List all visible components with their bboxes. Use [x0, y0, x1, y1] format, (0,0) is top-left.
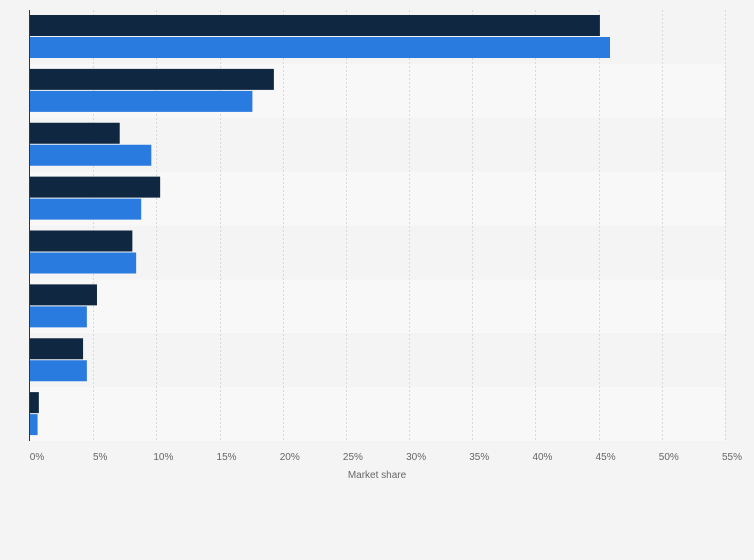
x-axis-title: Market share: [348, 470, 407, 481]
bar: [30, 37, 611, 58]
bar: [30, 230, 133, 252]
category-band: [30, 225, 725, 280]
x-tick-label: 50%: [659, 452, 679, 463]
bar: [30, 176, 161, 198]
x-tick-label: 55%: [722, 452, 742, 463]
x-tick-label: 40%: [532, 452, 552, 463]
bar: [30, 90, 253, 112]
category-band: [30, 279, 725, 334]
bar: [30, 252, 137, 274]
bar: [30, 15, 600, 36]
bar: [30, 68, 274, 90]
bar: [30, 198, 142, 220]
bar: [30, 284, 97, 306]
x-tick-label: 10%: [153, 452, 173, 463]
x-tick-label: 0%: [30, 452, 45, 463]
x-tick-label: 25%: [343, 452, 363, 463]
x-tick-labels: 0% 5% 10% 15% 20% 25% 30% 35% 40% 45% 50% 55%: [30, 452, 742, 463]
bar: [30, 122, 120, 144]
category-band: [30, 387, 725, 441]
bar: [30, 306, 87, 328]
bar: [30, 414, 38, 436]
bar: [30, 360, 87, 382]
bar: [30, 144, 152, 166]
bars: [30, 15, 611, 436]
x-tick-label: 20%: [280, 452, 300, 463]
bar: [30, 338, 84, 360]
category-band: [30, 333, 725, 388]
x-tick-label: 45%: [596, 452, 616, 463]
x-tick-label: 5%: [93, 452, 108, 463]
bar: [30, 392, 39, 414]
x-tick-label: 15%: [217, 452, 237, 463]
x-tick-label: 30%: [406, 452, 426, 463]
x-tick-label: 35%: [469, 452, 489, 463]
category-bands: [30, 10, 725, 441]
